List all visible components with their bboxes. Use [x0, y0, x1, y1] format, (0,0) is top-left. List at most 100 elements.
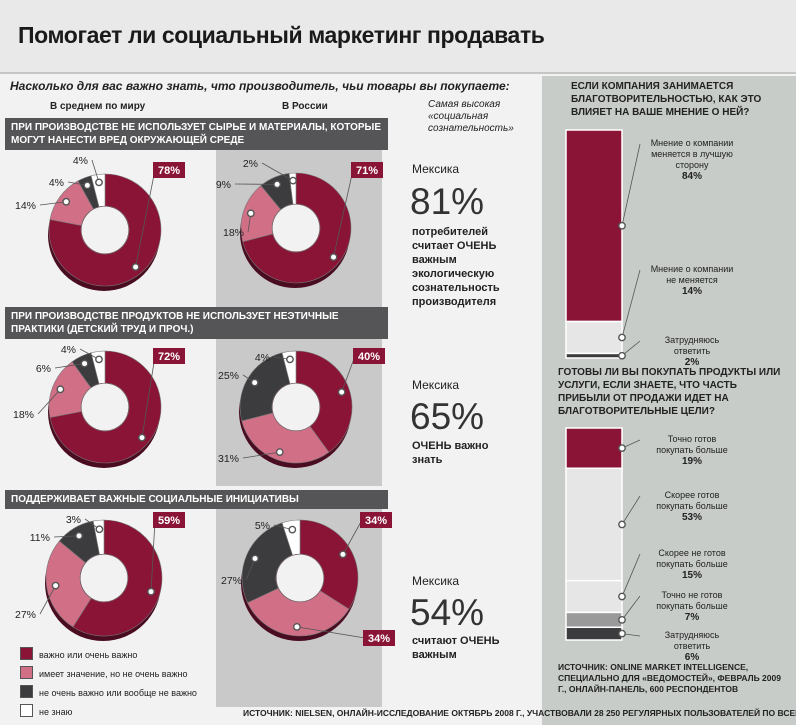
- label-dot: [131, 263, 140, 271]
- bar-category-label: покупать больше: [656, 559, 728, 569]
- page-title: Помогает ли социальный маркетинг продава…: [18, 22, 545, 48]
- bar-value-label: 6%: [685, 652, 700, 663]
- legend-label-somewhat: имеет значение, но не очень важно: [39, 669, 188, 679]
- bar-category-label: Мнение о компании: [651, 264, 734, 274]
- bar-category-label: не меняется: [666, 275, 718, 285]
- donut-slice-2: [45, 540, 92, 628]
- value-label: 25%: [218, 370, 239, 382]
- legend-swatch-somewhat: [20, 666, 33, 679]
- legend-swatch-not-important: [20, 685, 33, 698]
- value-badge: [360, 512, 392, 528]
- label-dot: [618, 444, 626, 453]
- highest-text-1: потребителей считает ОЧЕНЬ важным эколог…: [412, 226, 500, 308]
- section-heading-3: ПОДДЕРЖИВАЕТ ВАЖНЫЕ СОЦИАЛЬНЫЕ ИНИЦИАТИВ…: [5, 490, 388, 509]
- label-dot: [83, 181, 92, 190]
- column-header-highest: Самая высокая «социальная сознательность…: [428, 99, 514, 134]
- value-badge: [351, 162, 383, 178]
- bar-category-label: Точно готов: [668, 434, 717, 444]
- value-badge: [153, 348, 185, 364]
- donut-hole: [81, 383, 129, 431]
- bar-category-label: Затрудняюсь: [665, 630, 720, 640]
- value-label: 27%: [221, 575, 242, 587]
- donut-chart-1: 78% 14% 4% 4%: [15, 155, 185, 291]
- bar-segment-3: [565, 352, 623, 359]
- value-label: 4%: [255, 352, 270, 364]
- label-dot: [80, 359, 89, 368]
- source-left: ИСТОЧНИК: NIELSEN, ОНЛАЙН-ИССЛЕДОВАНИЕ О…: [243, 708, 796, 718]
- bar-segment-2: [565, 320, 623, 355]
- label-dot: [95, 355, 103, 364]
- label-dot: [51, 581, 60, 590]
- value-label: 4%: [73, 155, 88, 167]
- donut-chart-3: 72% 18% 6% 4%: [13, 344, 185, 468]
- legend-label-dont-know: не знаю: [39, 707, 73, 717]
- value-label: 40%: [358, 351, 380, 363]
- survey-question: Насколько для вас важно знать, что произ…: [10, 79, 510, 93]
- legend-label-not-important: не очень важно или вообще не важно: [39, 688, 197, 698]
- label-dot: [62, 197, 71, 206]
- highest-value-2: 65%: [410, 396, 485, 437]
- header-band: [0, 0, 796, 72]
- label-dot: [288, 525, 297, 534]
- value-label: 2%: [243, 158, 258, 170]
- donut-slice-1: [299, 519, 359, 610]
- donut-slice-3: [239, 352, 291, 422]
- label-dot: [618, 520, 626, 529]
- donut-hole: [276, 554, 324, 602]
- value-label: 4%: [49, 177, 64, 189]
- value-label: 18%: [13, 409, 34, 421]
- value-label: 6%: [36, 363, 51, 375]
- bar-category-label: Мнение о компании: [651, 138, 734, 148]
- label-dot: [75, 531, 83, 540]
- value-label: 72%: [158, 351, 180, 363]
- bar-segment-1: [565, 427, 623, 470]
- label-dot: [273, 180, 282, 189]
- bar-segment-3: [565, 579, 623, 614]
- legend-swatch-dont-know: [20, 704, 33, 717]
- value-label: 9%: [216, 179, 231, 191]
- label-dot: [618, 351, 626, 360]
- bar-category-label: Точно не готов: [662, 590, 723, 600]
- label-dot: [95, 525, 104, 534]
- bar-category-label: ответить: [674, 641, 711, 651]
- source-right: ИСТОЧНИК: ONLINE MARKET INTELLIGENCE, СП…: [558, 662, 781, 694]
- value-label: 31%: [218, 453, 239, 465]
- value-label: 78%: [158, 165, 180, 177]
- bar-value-label: 2%: [685, 357, 700, 368]
- bar-segment-1: [565, 129, 623, 323]
- donut-slice-1: [242, 172, 352, 284]
- bar-category-label: ответить: [674, 346, 711, 356]
- donut-hole: [81, 206, 129, 254]
- value-label: 34%: [365, 515, 387, 527]
- label-dot: [250, 378, 259, 387]
- label-dot: [95, 178, 103, 187]
- value-label: 18%: [223, 227, 244, 239]
- bar-category-label: сторону: [675, 160, 709, 170]
- label-dot: [293, 623, 301, 631]
- label-dot: [618, 615, 626, 624]
- legend-label-very-important: важно или очень важно: [39, 650, 138, 660]
- value-label: 4%: [61, 344, 76, 356]
- bar-category-label: меняется в лучшую: [651, 149, 733, 159]
- donut-slice-1: [48, 173, 162, 287]
- label-dot: [618, 221, 626, 230]
- value-label: 59%: [158, 515, 180, 527]
- label-dot: [329, 253, 338, 262]
- bar-category-label: покупать больше: [656, 445, 728, 455]
- donut-chart-5: 59% 27% 11% 3%: [15, 512, 185, 641]
- bar-value-label: 53%: [682, 512, 702, 523]
- bar-category-label: покупать больше: [656, 601, 728, 611]
- bar-value-label: 14%: [682, 286, 702, 297]
- label-dot: [147, 587, 155, 596]
- highest-country-3: Мексика: [412, 574, 460, 588]
- value-label: 3%: [66, 514, 81, 526]
- column-header-russia: В России: [282, 101, 328, 112]
- donut-chart-2: 71% 18% 9% 2%: [216, 158, 383, 288]
- value-label: 11%: [30, 532, 50, 544]
- bar-segment-2: [565, 467, 623, 582]
- bar-segment-5: [565, 626, 623, 641]
